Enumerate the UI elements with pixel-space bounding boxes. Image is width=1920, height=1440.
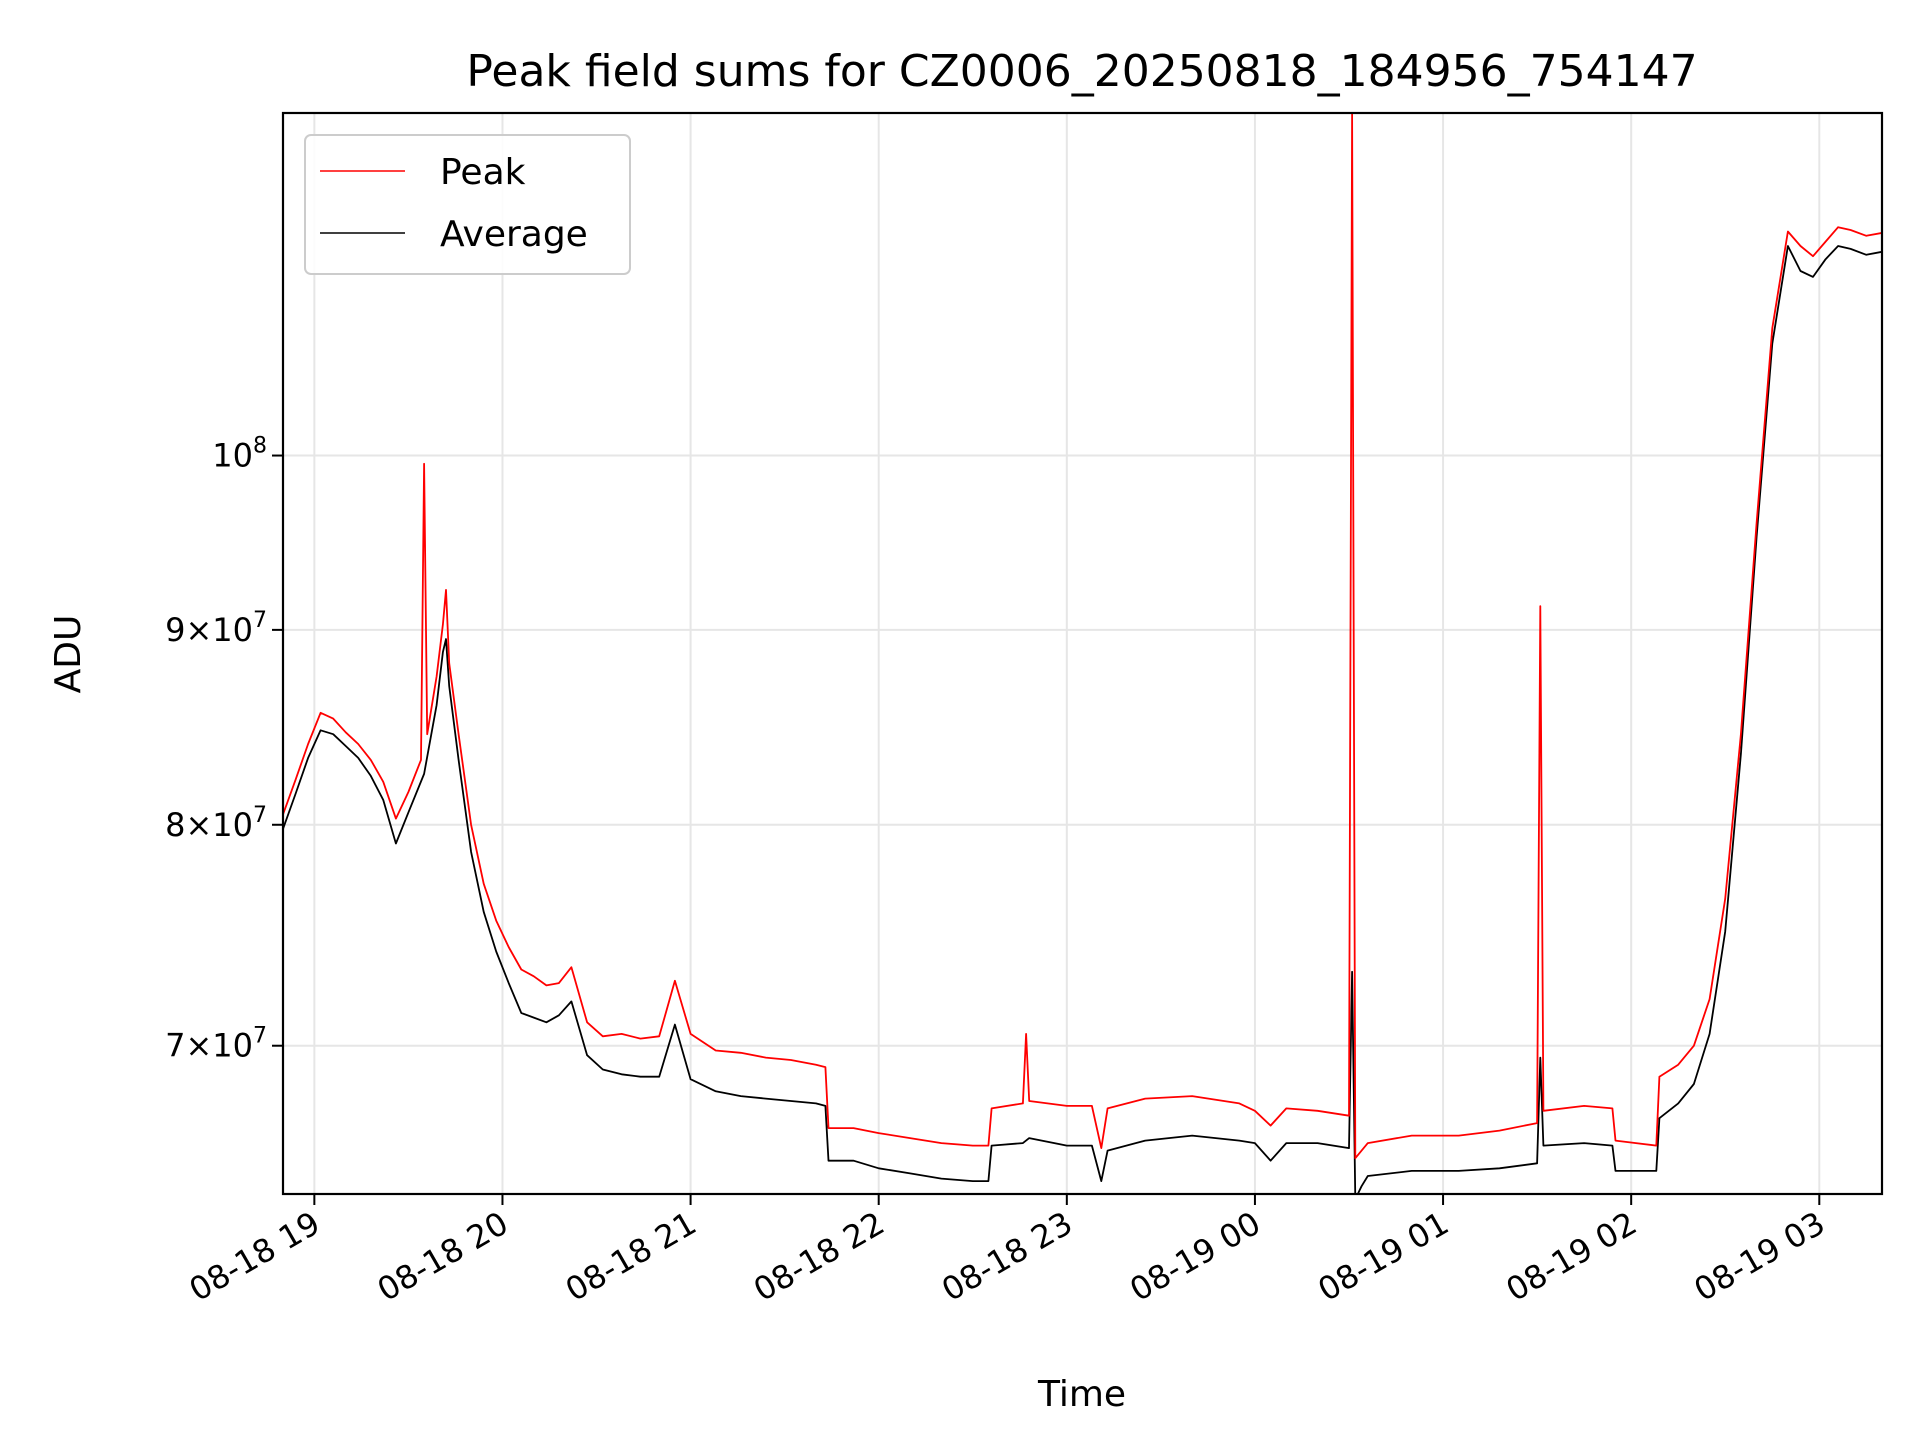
y-tick-label: 9×107 xyxy=(165,608,267,649)
series-line-average xyxy=(283,245,1882,1194)
legend-peak-label: Peak xyxy=(440,152,526,193)
plot-frame xyxy=(281,111,1884,1196)
grid xyxy=(283,113,1882,1194)
y-axis-label: ADU xyxy=(48,615,89,694)
series-layer xyxy=(283,113,1882,1194)
chart-title: Peak field sums for CZ0006_20250818_1849… xyxy=(466,46,1697,97)
legend-box xyxy=(304,134,631,275)
y-tick-label: 7×107 xyxy=(165,1024,267,1065)
legend: Peak Average xyxy=(304,134,631,275)
y-tick-label: 8×107 xyxy=(165,803,267,844)
y-tick-label: 108 xyxy=(212,434,267,475)
x-axis-label: Time xyxy=(1037,1374,1126,1415)
y-axis: 7×107 8×107 9×107 108 xyxy=(165,434,283,1065)
series-line-peak xyxy=(283,113,1882,1160)
legend-average-label: Average xyxy=(440,214,588,255)
